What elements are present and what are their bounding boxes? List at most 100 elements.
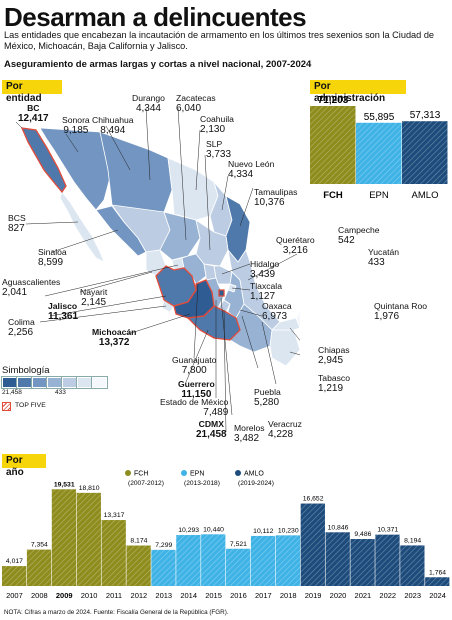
year-bar-2019 <box>300 503 325 586</box>
map-label-zacatecas: Zacatecas 6,040 <box>176 93 216 114</box>
admin-category-label: FCH <box>323 190 343 201</box>
admin-category-label: EPN <box>369 190 389 201</box>
year-tick-label: 2011 <box>106 591 122 600</box>
year-value-label: 10,112 <box>253 528 274 535</box>
admin-bar-fch <box>310 106 356 184</box>
map-label-durango: Durango 4,344 <box>132 93 165 114</box>
map-label-chiapas: Chiapas 2,945 <box>318 345 350 366</box>
map-label-coahuila: Coahuila 2,130 <box>200 114 234 135</box>
year-value-label: 10,846 <box>328 524 349 531</box>
year-value-label: 7,354 <box>31 542 48 549</box>
admin-value-label: 55,895 <box>364 112 395 123</box>
map-label-quintana-roo: Quintana Roo 1,976 <box>374 301 428 322</box>
map-label-queretaro: Querétaro 3,216 <box>276 235 315 256</box>
year-bar-2024 <box>425 577 450 586</box>
year-legend-period: (2019-2024) <box>238 480 274 487</box>
year-tick-label: 2010 <box>81 591 98 600</box>
admin-value-label: 71,203 <box>318 96 349 106</box>
year-value-label: 13,317 <box>104 512 125 519</box>
year-tick-label: 2007 <box>6 591 23 600</box>
map-label-tamaulipas: Tamaulipas 10,376 <box>254 187 298 208</box>
legend-swatch <box>61 376 78 389</box>
year-legend-name: EPN <box>190 471 204 478</box>
admin-category-label: AMLO <box>412 190 439 201</box>
year-tick-label: 2012 <box>131 591 148 600</box>
map-label-edomex: Estado de México 7,489 <box>160 397 229 418</box>
year-tick-label: 2009 <box>56 591 73 600</box>
admin-bar-amlo <box>402 121 448 184</box>
year-legend-name: AMLO <box>244 471 264 478</box>
map-label-veracruz: Veracruz 4,228 <box>268 419 302 440</box>
year-bar-2018 <box>275 535 301 586</box>
map-label-aguascalientes: Aguascalientes 2,041 <box>2 277 61 298</box>
year-tick-label: 2015 <box>205 591 222 600</box>
page-title: Desarman a delincuentes <box>4 2 307 32</box>
year-bar-2009 <box>51 489 77 586</box>
legend-min-value: 433 <box>55 389 66 396</box>
map-state-campeche <box>295 309 300 329</box>
section-label-by-admin: Por administración <box>310 80 406 104</box>
map-label-sinaloa: Sinaloa 8,599 <box>38 247 67 268</box>
year-legend-dot <box>125 470 131 476</box>
year-bar-2010 <box>76 492 101 586</box>
year-bar-2012 <box>126 545 151 586</box>
year-legend-period: (2007-2012) <box>128 480 164 487</box>
year-value-label: 10,440 <box>203 526 224 533</box>
year-value-label: 8,174 <box>130 538 147 545</box>
year-bar-2020 <box>325 532 350 586</box>
map-label-campeche: Campeche 542 <box>338 225 380 246</box>
map-label-oaxaca: Oaxaca 6,973 <box>262 301 292 322</box>
year-bar-2008 <box>26 549 52 586</box>
map-label-tlaxcala: Tlaxcala 1,127 <box>250 281 282 302</box>
map-label-puebla: Puebla 5,280 <box>254 387 281 408</box>
year-legend-name: FCH <box>134 471 148 478</box>
section-label-by-state: Por entidad <box>2 80 62 104</box>
map-label-bcs: BCS 827 <box>8 213 26 234</box>
admin-bar-chart: 71,203 FCH 55,895 EPN 57,313 AMLO <box>310 96 450 206</box>
year-tick-label: 2024 <box>429 591 446 600</box>
year-tick-label: 2020 <box>330 591 347 600</box>
year-bar-chart: 4,017 2007 7,354 2008 19,531 2009 18,810 2010 13… <box>0 465 452 607</box>
admin-value-label: 57,313 <box>410 110 441 121</box>
map-state-cdmx <box>218 289 225 297</box>
map-label-sonora: Sonora 9,185 <box>62 115 90 136</box>
map-label-nayarit: Nayarit 2,145 <box>80 287 108 308</box>
map-state-chihuahua <box>99 131 173 213</box>
legend-swatch <box>76 376 93 389</box>
map-label-guerrero: Guerrero 11,150 <box>178 379 215 400</box>
year-bar-2022 <box>375 534 400 586</box>
year-value-label: 10,293 <box>178 527 199 534</box>
year-value-label: 8,194 <box>404 537 421 544</box>
year-bar-2016 <box>226 548 251 586</box>
year-tick-label: 2019 <box>305 591 322 600</box>
year-tick-label: 2021 <box>355 591 372 600</box>
year-legend-period: (2013-2018) <box>184 480 220 487</box>
legend-swatch <box>46 376 63 389</box>
mexico-map <box>0 80 300 450</box>
map-label-nuevo-leon: Nuevo León 4,334 <box>228 159 275 180</box>
legend-swatch <box>1 376 18 389</box>
year-tick-label: 2013 <box>155 591 172 600</box>
year-value-label: 18,810 <box>79 485 100 492</box>
map-label-michoacan: Michoacán 13,372 <box>92 327 137 348</box>
chart-heading: Aseguramiento de armas largas y cortas a… <box>4 59 312 70</box>
year-tick-label: 2016 <box>230 591 247 600</box>
year-bar-2023 <box>400 545 425 586</box>
year-value-label: 19,531 <box>54 481 75 488</box>
year-legend-dot <box>235 470 241 476</box>
map-label-morelos: Morelos 3,482 <box>234 423 265 444</box>
year-value-label: 7,299 <box>155 542 172 549</box>
year-tick-label: 2014 <box>180 591 197 600</box>
map-label-colima: Colima 2,256 <box>8 317 35 338</box>
year-legend-dot <box>181 470 187 476</box>
legend-max-value: 21,458 <box>2 389 22 396</box>
map-state-bcs <box>59 191 105 263</box>
map-label-hidalgo: Hidalgo 3,439 <box>250 259 280 280</box>
year-value-label: 7,521 <box>230 541 247 548</box>
year-value-label: 10,230 <box>278 527 299 534</box>
footer-note: NOTA: Cifras a marzo de 2024. Fuente: Fi… <box>4 609 229 616</box>
year-tick-label: 2018 <box>280 591 297 600</box>
map-label-cdmx: CDMX 21,458 <box>196 419 227 440</box>
year-bar-2017 <box>250 535 276 586</box>
legend-scale <box>1 375 108 393</box>
